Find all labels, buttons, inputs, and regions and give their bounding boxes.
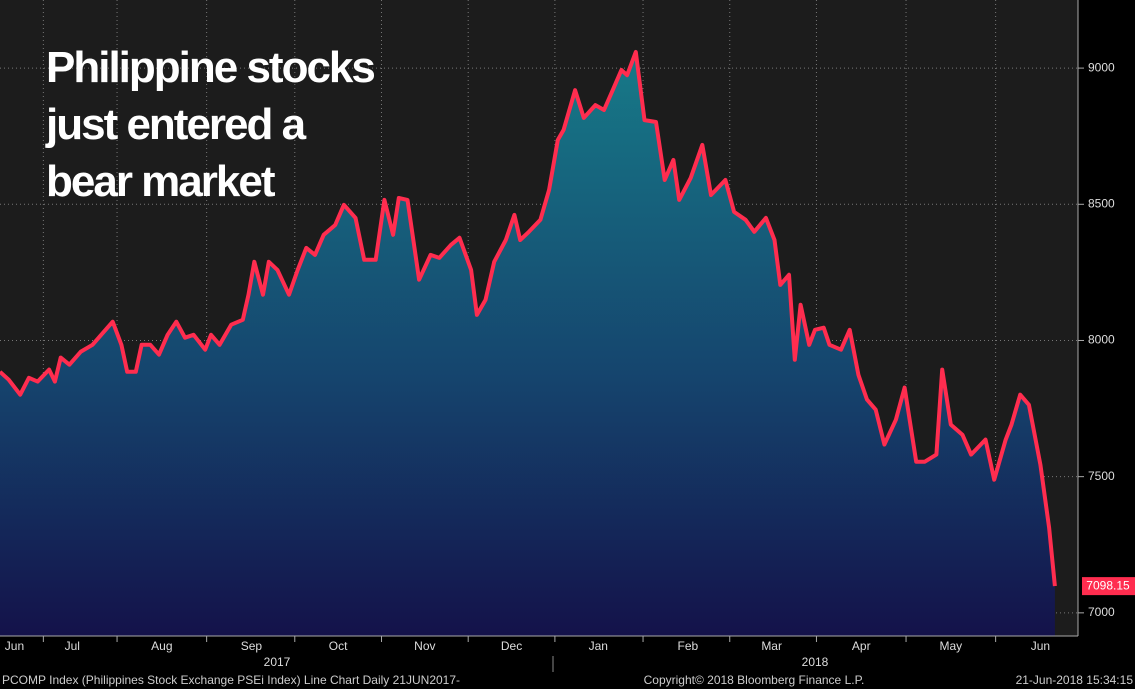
y-tick-label: 7000 [1088,605,1115,619]
last-value-label: 7098.15 [1086,578,1130,592]
x-tick-label: Aug [151,639,172,653]
year-label: 2017 [264,655,291,669]
x-tick-label: Sep [241,639,263,653]
x-tick-label: Jul [65,639,80,653]
x-tick-label: Feb [677,639,698,653]
y-tick-label: 9000 [1088,60,1115,74]
y-tick-label: 7500 [1088,469,1115,483]
title-line: bear market [46,157,276,206]
x-tick-label: Dec [501,639,522,653]
y-tick-label: 8500 [1088,196,1115,210]
area [0,52,1055,636]
x-tick-label: Mar [761,639,782,653]
footer-left: PCOMP Index (Philippines Stock Exchange … [2,673,460,687]
title-line: just entered a [45,100,307,149]
last-value-box [1082,577,1135,596]
x-tick-label: May [940,639,963,653]
title-line: Philippine stocks [46,43,374,92]
line [0,50,1057,587]
marks [0,50,1057,636]
x-tick-label: Nov [414,639,435,653]
footer-center: Copyright© 2018 Bloomberg Finance L.P. [644,673,865,687]
x-tick-label: Jun [1031,639,1050,653]
x-tick-label: Jan [589,639,608,653]
x-tick-label: Apr [852,639,871,653]
x-tick-label: Oct [329,639,348,653]
x-tick-label: Jun [5,639,24,653]
year-label: 2018 [802,655,829,669]
y-tick-label: 8000 [1088,333,1115,347]
footer-right: 21-Jun-2018 15:34:15 [1016,673,1134,687]
axis-background [1078,0,1135,636]
